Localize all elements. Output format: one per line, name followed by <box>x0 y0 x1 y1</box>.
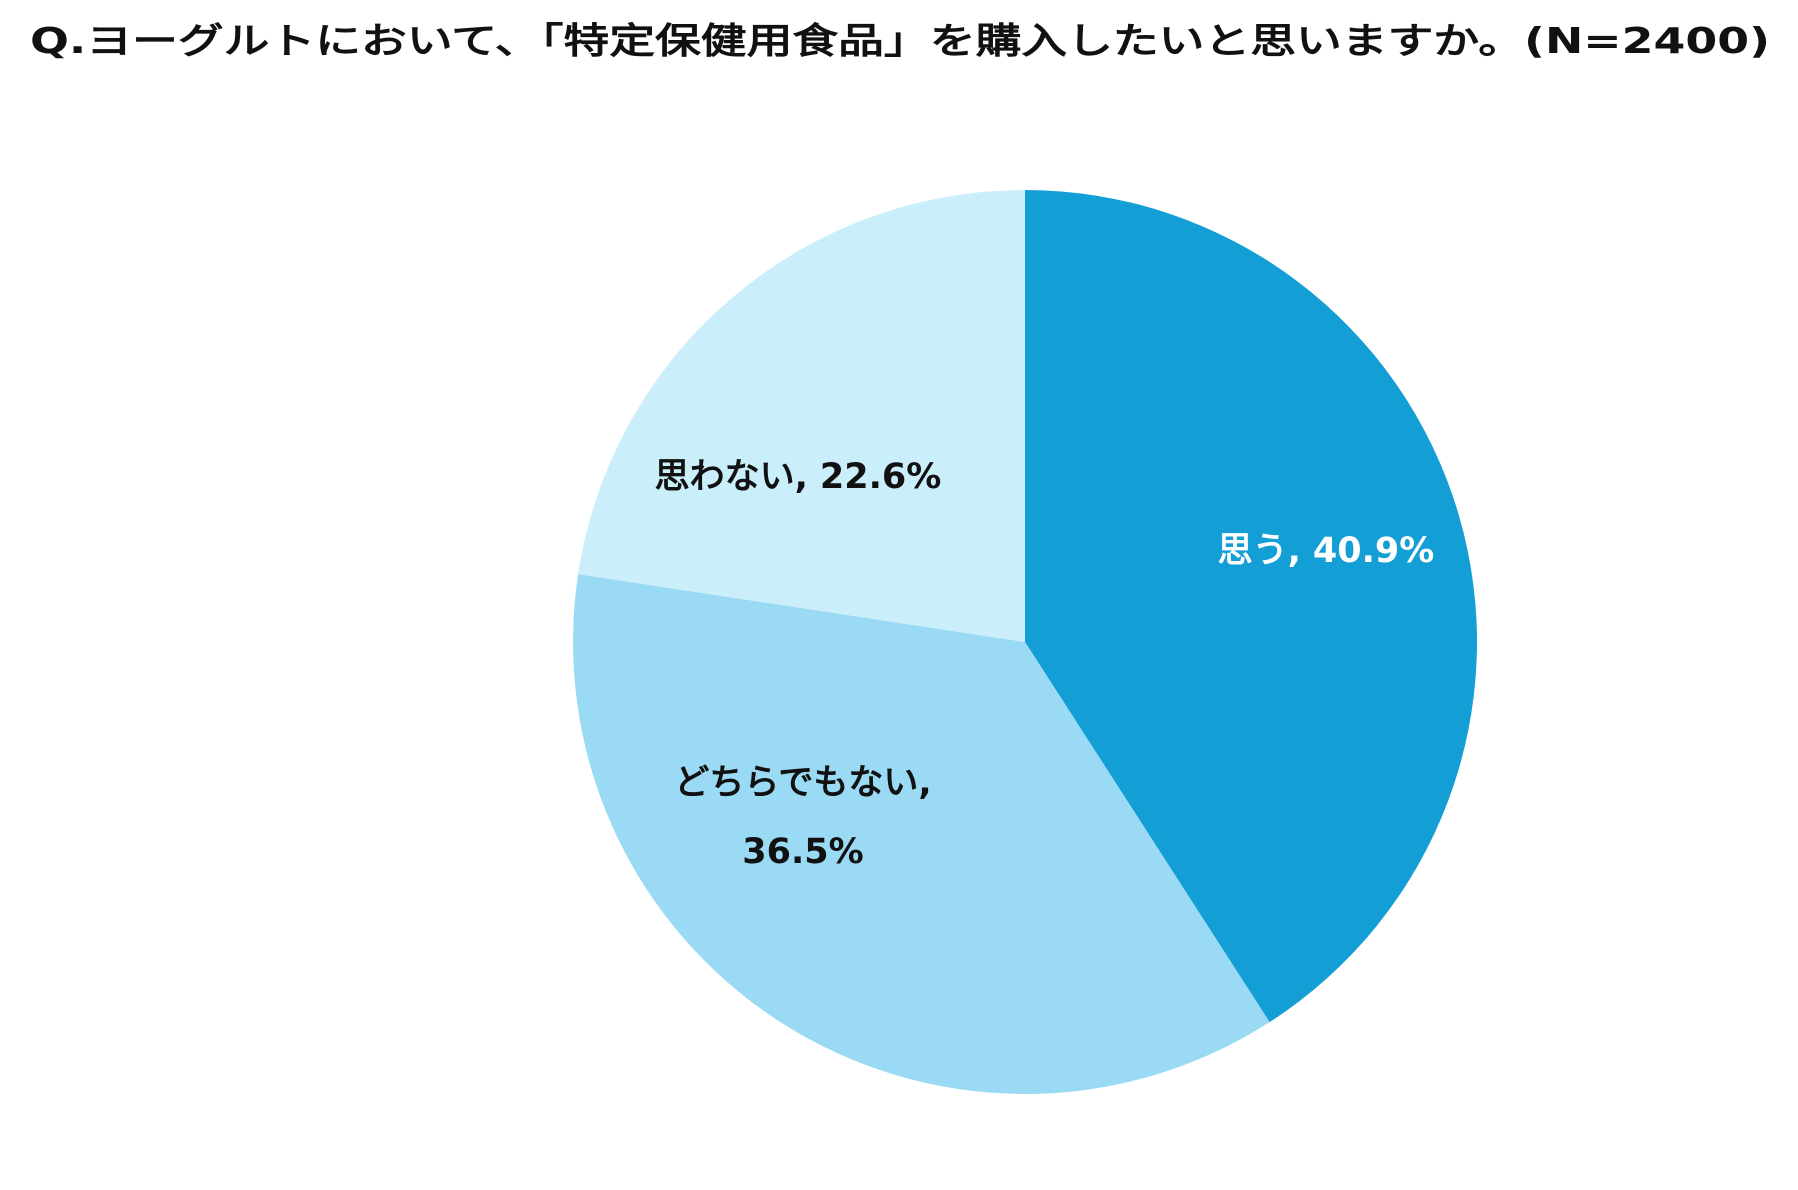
category-label: 思う, <box>1218 531 1301 571</box>
chart-title: Q.ヨーグルトにおいて、「特定保健用食品」を購入したいと思いますか。(N=240… <box>30 21 1770 62</box>
category-label: どちらでもない, <box>674 763 931 803</box>
pie-slice <box>573 574 1270 1094</box>
data-label: 思う, 40.9% <box>1218 531 1435 571</box>
value-label: 36.5% <box>742 832 863 872</box>
category-label: 思わない, <box>655 457 808 497</box>
data-label: 思わない, 22.6% <box>655 457 942 497</box>
data-label: どちらでもない, 36.5% <box>674 763 931 872</box>
value-label: 40.9% <box>1313 531 1434 571</box>
pie-slice <box>578 190 1025 642</box>
pie-slice <box>1025 190 1477 1023</box>
value-label: 22.6% <box>820 457 941 497</box>
